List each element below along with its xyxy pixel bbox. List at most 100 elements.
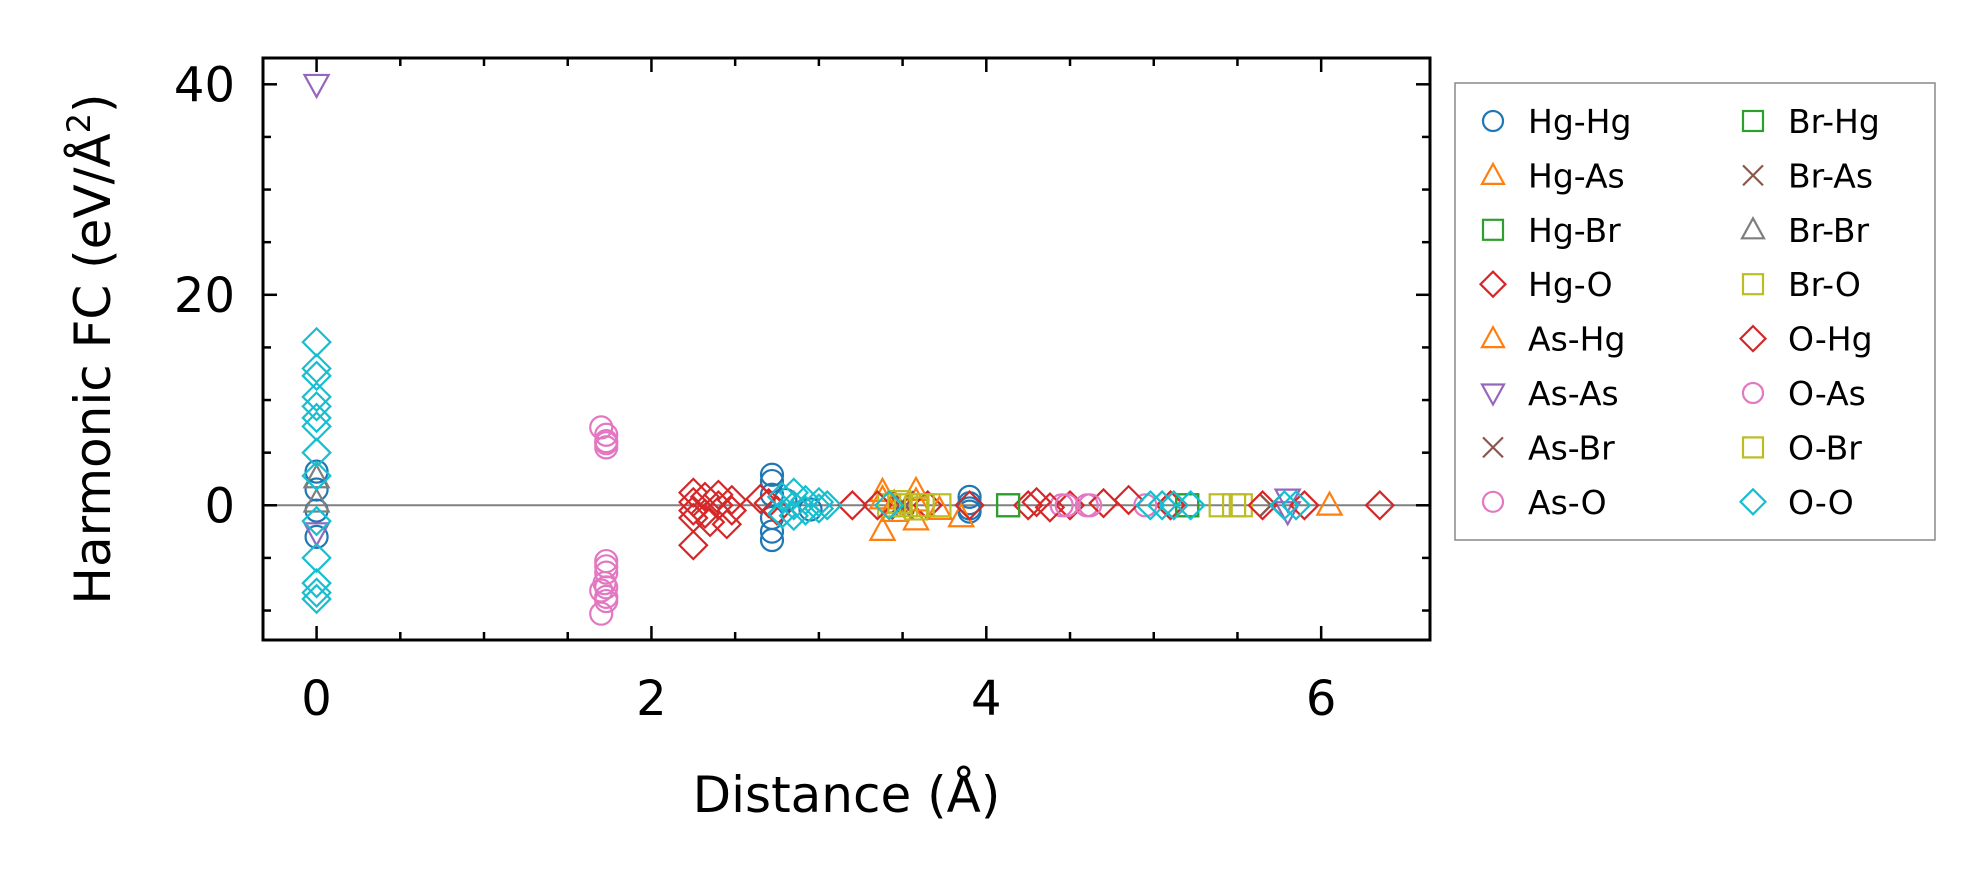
point-as-o [589, 578, 614, 603]
point-o-o [1175, 489, 1206, 521]
point-br-br [302, 487, 331, 513]
point-as-o [589, 601, 614, 626]
legend-label: Hg-Br [1528, 211, 1621, 250]
point-o-o [1280, 489, 1312, 521]
point-o-as [594, 575, 619, 600]
point-as-as [1273, 501, 1302, 527]
point-o-o [301, 411, 332, 442]
legend-entry-br-as: Br-As [1742, 156, 1873, 195]
legend-label: Br-Hg [1788, 102, 1880, 141]
point-o-hg [689, 498, 721, 530]
legend-marker [1741, 109, 1765, 133]
point-o-hg [716, 495, 748, 526]
point-hg-as [1315, 490, 1344, 516]
point-o-o [301, 360, 332, 392]
legend-label: Br-O [1788, 265, 1861, 304]
point-hg-o [677, 502, 709, 534]
data-points [301, 73, 1396, 626]
point-o-o [301, 437, 332, 468]
legend-marker [1481, 109, 1505, 133]
legend-marker [1481, 490, 1505, 513]
point-o-o [301, 381, 332, 413]
point-o-hg [689, 481, 721, 513]
legend-entry-br-hg: Br-Hg [1741, 102, 1880, 141]
point-o-hg [1289, 489, 1320, 521]
legend-label: Hg-O [1528, 265, 1613, 304]
point-o-o [803, 493, 835, 524]
legend-label: O-Br [1788, 428, 1862, 467]
point-o-as [594, 584, 619, 609]
legend-label: As-As [1528, 374, 1619, 413]
legend-entry-o-o: O-O [1738, 483, 1854, 522]
x-tick-label: 2 [636, 671, 667, 727]
legend-entry-as-o: As-O [1481, 483, 1607, 522]
point-o-br [887, 490, 912, 515]
point-o-o [301, 577, 332, 608]
point-as-o [1133, 493, 1158, 518]
legend-marker [1741, 436, 1765, 459]
point-o-o [811, 489, 843, 521]
point-o-as [594, 431, 619, 456]
point-o-o [301, 542, 332, 574]
point-hg-o [1364, 489, 1396, 521]
legend-label: As-Br [1528, 428, 1615, 467]
point-o-o [803, 486, 835, 518]
x-axis-label: Distance (Å) [693, 766, 1001, 824]
point-o-o [301, 567, 332, 599]
legend: Hg-Hg Hg-As Hg-Br Hg-O As-Hg As-As As-Br As-O Br… [1454, 82, 1936, 541]
plot-frame [261, 56, 1432, 642]
legend-entry-as-br: As-Br [1482, 428, 1615, 467]
point-hg-o [837, 489, 868, 521]
point-o-as [1054, 493, 1079, 518]
point-hg-hg [304, 524, 329, 549]
point-hg-hg [957, 484, 982, 509]
point-o-o [301, 505, 332, 537]
point-o-o [301, 583, 332, 615]
legend-marker [1741, 273, 1765, 296]
point-hg-o [1155, 489, 1186, 521]
legend-label: As-Hg [1528, 320, 1625, 359]
point-o-as [1078, 493, 1103, 518]
point-o-hg [1034, 492, 1066, 523]
legend-label: O-Hg [1788, 320, 1873, 359]
legend-marker [1480, 324, 1506, 349]
legend-entry-o-as: O-As [1741, 374, 1866, 413]
point-as-o [589, 415, 614, 440]
point-hg-hg [957, 499, 982, 524]
point-hg-hg [759, 462, 785, 487]
point-o-hg [1113, 484, 1144, 516]
point-o-o [1146, 489, 1178, 521]
legend-label: Br-Br [1788, 211, 1869, 250]
legend-label: Br-As [1788, 156, 1873, 195]
legend-marker [1741, 381, 1765, 405]
y-tick-label: 40 [174, 57, 235, 113]
y-axis-label-superscript: 2 [60, 113, 98, 133]
legend-label: Hg-Hg [1528, 102, 1631, 141]
legend-label: Hg-As [1528, 156, 1625, 195]
point-o-o [790, 484, 821, 516]
point-hg-as [868, 476, 897, 503]
point-o-hg [1247, 489, 1278, 521]
point-br-o [927, 493, 952, 518]
point-hg-hg [759, 527, 785, 553]
point-as-as [302, 522, 331, 548]
legend-entry-o-hg: O-Hg [1738, 320, 1873, 359]
legend-entry-as-as: As-As [1480, 374, 1619, 413]
point-br-o [910, 493, 935, 518]
legend-entry-as-hg: As-Hg [1480, 320, 1625, 359]
legend-entry-hg-as: Hg-As [1480, 156, 1625, 195]
x-tick-label: 4 [971, 671, 1002, 727]
point-o-br [1222, 493, 1247, 518]
legend-label: O-As [1788, 374, 1866, 413]
point-o-o [301, 460, 332, 492]
x-tick-label: 6 [1306, 671, 1337, 727]
legend-marker [1478, 270, 1508, 299]
legend-marker [1481, 218, 1505, 241]
y-tick-label: 20 [174, 268, 235, 324]
legend-marker [1738, 487, 1768, 516]
point-o-br [903, 496, 929, 521]
legend-marker [1480, 161, 1506, 185]
legend-entry-o-br: O-Br [1741, 428, 1862, 467]
y-tick-label: 0 [204, 478, 235, 534]
point-o-o [766, 481, 798, 513]
